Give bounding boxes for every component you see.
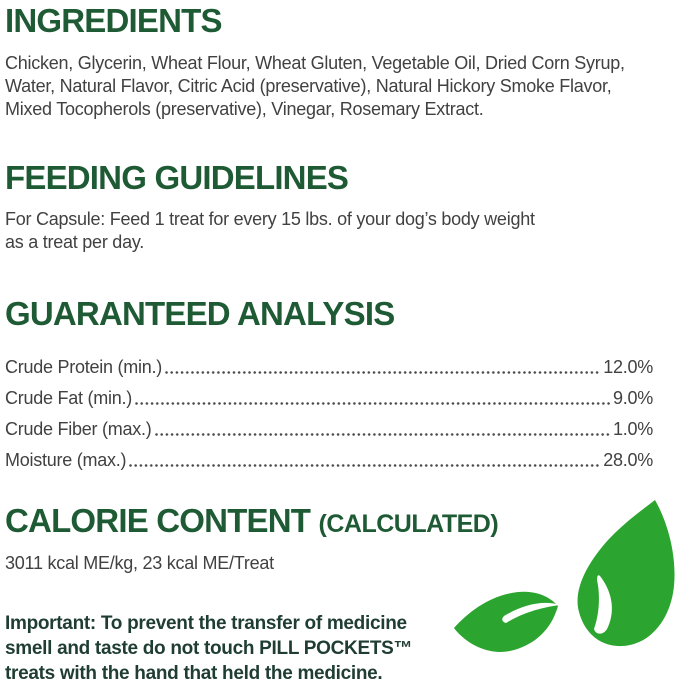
feeding-line: For Capsule: Feed 1 treat for every 15 l… bbox=[5, 209, 535, 230]
analysis-label: Crude Protein (min.) bbox=[5, 356, 163, 377]
ingredients-line: Mixed Tocopherols (preservative), Vinega… bbox=[5, 98, 484, 119]
calorie-line: 3011 kcal ME/kg, 23 kcal ME/Treat bbox=[5, 552, 274, 573]
analysis-value: 28.0% bbox=[603, 449, 653, 470]
calorie-content-heading: CALORIE CONTENT (CALCULATED) bbox=[5, 501, 653, 539]
analysis-label: Crude Fiber (max.) bbox=[5, 418, 152, 439]
dot-leader bbox=[129, 463, 601, 467]
dot-leader bbox=[154, 432, 610, 436]
ingredients-text: Chicken, Glycerin, Wheat Flour, Wheat Gl… bbox=[5, 52, 653, 121]
brand-name: PILL POCKETS™ bbox=[259, 637, 413, 659]
important-line: treats with the hand that held the medic… bbox=[5, 662, 383, 684]
analysis-label: Moisture (max.) bbox=[5, 449, 127, 470]
ingredients-section: INGREDIENTS Chicken, Glycerin, Wheat Flo… bbox=[5, 2, 653, 121]
table-row: Crude Protein (min.) 12.0% bbox=[5, 347, 653, 378]
calorie-heading-suffix: (CALCULATED) bbox=[318, 509, 499, 538]
analysis-label: Crude Fat (min.) bbox=[5, 387, 133, 408]
feeding-guidelines-text: For Capsule: Feed 1 treat for every 15 l… bbox=[5, 208, 653, 254]
guaranteed-analysis-section: GUARANTEED ANALYSIS Crude Protein (min.)… bbox=[5, 297, 653, 471]
important-line: smell and taste do not touch PILL POCKET… bbox=[5, 636, 455, 661]
table-row: Crude Fiber (max.) 1.0% bbox=[5, 409, 653, 440]
calorie-heading-main: CALORIE CONTENT bbox=[5, 501, 311, 539]
ingredients-line: Chicken, Glycerin, Wheat Flour, Wheat Gl… bbox=[5, 52, 625, 73]
table-row: Moisture (max.) 28.0% bbox=[5, 440, 653, 471]
calorie-content-text: 3011 kcal ME/kg, 23 kcal ME/Treat bbox=[5, 552, 653, 575]
two-leaves-icon bbox=[454, 500, 675, 652]
feeding-guidelines-section: FEEDING GUIDELINES For Capsule: Feed 1 t… bbox=[5, 158, 653, 255]
important-note: Important: To prevent the transfer of me… bbox=[5, 611, 455, 686]
table-row: Crude Fat (min.) 9.0% bbox=[5, 378, 653, 409]
feeding-guidelines-heading: FEEDING GUIDELINES bbox=[5, 158, 349, 196]
analysis-value: 12.0% bbox=[603, 356, 653, 377]
analysis-value: 1.0% bbox=[612, 418, 653, 439]
important-line: Important: To prevent the transfer of me… bbox=[5, 612, 407, 634]
guaranteed-analysis-heading: GUARANTEED ANALYSIS bbox=[5, 295, 395, 333]
ingredients-line: Water, Natural Flavor, Citric Acid (pres… bbox=[5, 75, 612, 96]
dot-leader bbox=[165, 370, 601, 374]
guaranteed-analysis-table: Crude Protein (min.) 12.0% Crude Fat (mi… bbox=[5, 347, 653, 471]
calorie-content-section: CALORIE CONTENT (CALCULATED) 3011 kcal M… bbox=[5, 501, 653, 575]
ingredients-heading: INGREDIENTS bbox=[5, 2, 223, 39]
feeding-line: as a treat per day. bbox=[5, 232, 144, 253]
important-line-pre: smell and taste do not touch bbox=[5, 637, 260, 659]
dot-leader bbox=[135, 401, 610, 405]
analysis-value: 9.0% bbox=[612, 387, 653, 408]
